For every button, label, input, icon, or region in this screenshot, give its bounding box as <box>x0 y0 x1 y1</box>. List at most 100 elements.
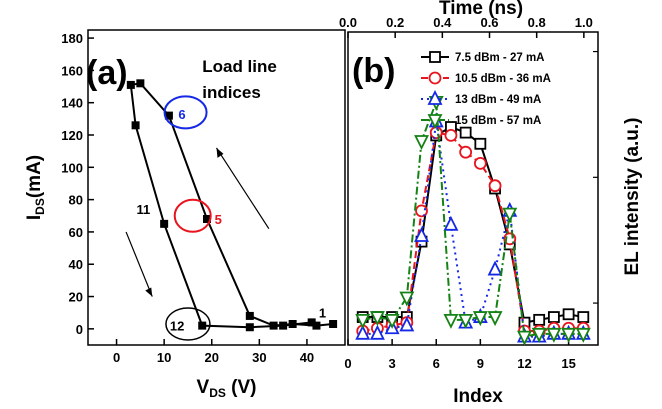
legend-label: 7.5 dBm - 27 mA <box>455 52 544 64</box>
triangle-down-marker <box>399 291 415 307</box>
load-line-point <box>288 320 297 328</box>
triangle-down-marker <box>443 313 459 329</box>
panel-b-label: (b) <box>352 52 395 90</box>
triangle-down-marker <box>472 311 488 327</box>
triangle-down-marker <box>561 327 577 343</box>
x-tick-label: 9 <box>477 356 484 371</box>
series-line <box>362 131 584 333</box>
x-tick-label: 30 <box>252 350 266 365</box>
load-line-point <box>307 318 316 327</box>
load-line-point <box>245 311 254 320</box>
legend-label: 10.5 dBm - 36 mA <box>455 73 551 85</box>
square-marker <box>577 311 590 323</box>
index-circle-12 <box>165 307 211 341</box>
series-2 <box>356 126 590 338</box>
index-label-12: 12 <box>170 318 184 333</box>
panel-a-x-axis-label: VDS (V) <box>197 377 257 400</box>
load-line-curve <box>129 82 334 329</box>
triangle-down-marker <box>427 114 443 130</box>
arrow-downward-line <box>125 231 153 297</box>
square-marker <box>429 51 441 63</box>
top-x-tick-label: 1.0 <box>575 15 593 30</box>
panel-a-ticks: 0 10 20 30 40 0 20 40 60 80 100 120 140 160 180 <box>61 31 314 365</box>
panel-a-label: (a) <box>86 54 128 92</box>
triangle-down-marker <box>414 135 429 151</box>
load-line-point <box>245 323 254 332</box>
x-tick-label: 40 <box>300 350 314 365</box>
x-tick-label: 10 <box>157 350 171 365</box>
x-axis-label-unit: (V) <box>226 377 257 398</box>
triangle-down-marker <box>502 207 518 223</box>
x-tick-label: 15 <box>561 356 575 371</box>
series-line <box>362 101 584 338</box>
series-4 <box>355 95 591 346</box>
index-label-11: 11 <box>137 202 151 217</box>
y-tick-label: 80 <box>69 193 83 208</box>
x-tick-label: 12 <box>517 356 531 371</box>
triangle-down-marker <box>355 313 371 329</box>
circle-marker <box>459 145 473 159</box>
square-marker <box>533 313 546 326</box>
triangle-up-marker <box>427 89 443 105</box>
triangle-down-marker <box>369 311 385 327</box>
legend-label: 15 dBm - 57 mA <box>455 115 541 127</box>
arrow-upward-line <box>215 147 270 230</box>
panel-b-marks <box>355 95 591 346</box>
panel-a-plot-frame <box>87 29 346 346</box>
y-tick-label: 20 <box>69 290 83 305</box>
x-axis-label-subscript: DS <box>209 386 226 400</box>
load-line-point <box>279 321 288 330</box>
y-tick-label: 160 <box>61 63 83 78</box>
load-line-point <box>136 79 145 88</box>
triangle-up-marker <box>399 316 415 332</box>
panel-b-y-axis-label: EL intensity (a.u.) <box>622 117 643 275</box>
series-line <box>362 121 584 338</box>
panel-b-x-axis-label: Index <box>453 386 503 407</box>
triangle-down-marker <box>384 313 400 329</box>
y-axis-label-subscript: DS <box>33 198 47 215</box>
load-line-point <box>202 215 211 223</box>
series-1 <box>356 121 590 329</box>
top-x-tick-label: 0.6 <box>480 15 498 30</box>
top-x-tick-label: 0.0 <box>339 15 357 30</box>
index-circle-6 <box>163 95 208 130</box>
y-tick-label: 140 <box>61 96 83 111</box>
circle-marker <box>428 71 442 85</box>
top-x-tick-label: 0.2 <box>386 15 404 30</box>
load-line-point <box>126 80 135 89</box>
x-tick-label: 20 <box>205 350 219 365</box>
circle-marker <box>473 156 487 170</box>
load-line-point <box>198 321 207 330</box>
load-line-point <box>160 219 169 228</box>
x-tick-label: 0 <box>344 356 351 371</box>
triangle-down-marker <box>458 313 474 329</box>
y-tick-label: 180 <box>61 31 83 46</box>
triangle-down-marker <box>531 327 547 343</box>
x-axis-label-main: V <box>197 377 210 398</box>
circle-marker <box>444 129 458 142</box>
y-axis-label-main: I <box>24 215 45 220</box>
x-tick-label: 0 <box>113 350 120 365</box>
annotation-indices: indices <box>202 83 261 102</box>
panel-b-plot-frame <box>347 31 599 346</box>
panel-b-top-axis-label: Time (ns) <box>439 0 523 19</box>
triangle-down-marker <box>546 327 562 343</box>
y-tick-label: 0 <box>76 322 83 337</box>
triangle-down-marker <box>517 330 532 346</box>
square-marker <box>562 308 575 321</box>
triangle-down-marker <box>575 327 591 343</box>
triangle-down-marker <box>487 311 503 327</box>
load-line-point <box>269 321 278 330</box>
load-line-point <box>164 111 173 120</box>
index-label-5: 5 <box>215 212 222 227</box>
triangle-up-marker <box>414 226 429 242</box>
legend-label: 13 dBm - 49 mA <box>455 94 541 106</box>
square-marker <box>547 311 560 323</box>
arrow-downward-head <box>145 287 153 297</box>
circle-marker <box>488 179 502 193</box>
panel-a-annotations: Load line indices 1 5 6 11 12 <box>125 57 326 341</box>
circle-marker <box>415 204 428 218</box>
x-tick-label: 6 <box>433 356 440 371</box>
load-line-point <box>131 121 140 130</box>
